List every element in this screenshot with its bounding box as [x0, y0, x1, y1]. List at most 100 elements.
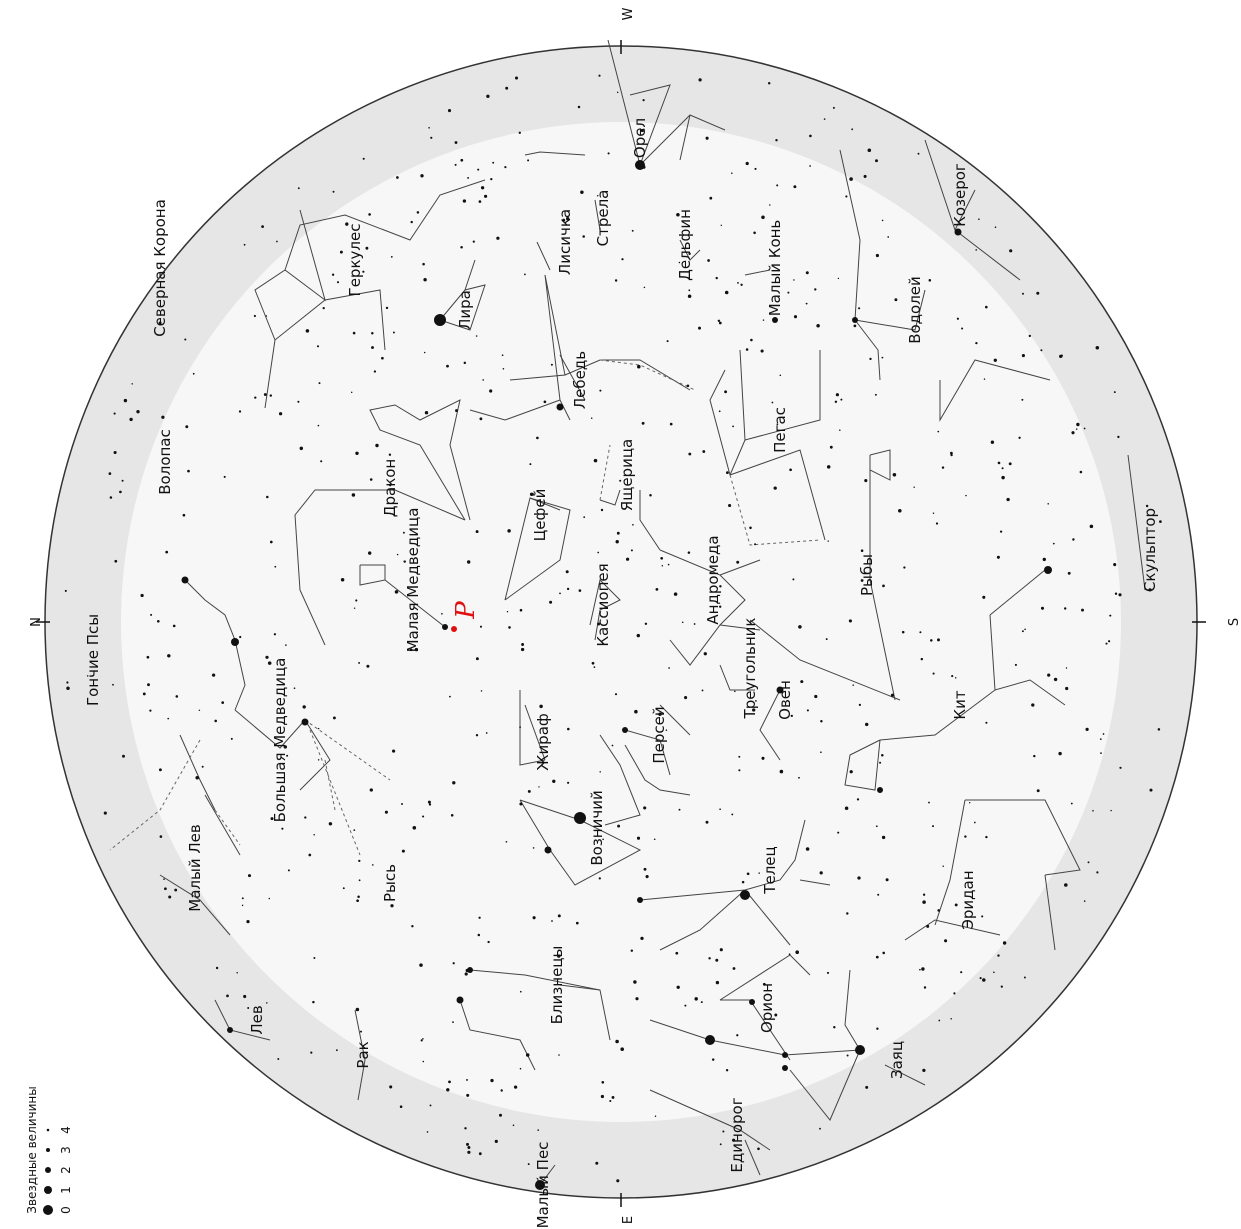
- faint-star: [1113, 391, 1116, 394]
- constellation-line: [529, 497, 561, 511]
- faint-star: [938, 1019, 941, 1022]
- faint-star: [793, 279, 795, 281]
- faint-star: [358, 859, 361, 863]
- faint-star: [241, 904, 244, 907]
- faint-star: [1113, 563, 1117, 567]
- faint-star: [615, 1039, 619, 1044]
- faint-star: [645, 875, 649, 879]
- faint-star: [345, 222, 349, 226]
- faint-star: [147, 683, 150, 687]
- faint-star: [527, 159, 530, 162]
- faint-star: [396, 553, 399, 556]
- faint-star: [119, 490, 122, 494]
- faint-star: [355, 1007, 360, 1012]
- faint-star: [860, 549, 864, 552]
- faint-star: [636, 633, 640, 638]
- faint-star: [823, 118, 826, 120]
- faint-star: [769, 204, 771, 206]
- faint-star: [932, 672, 935, 675]
- faint-star: [816, 324, 820, 328]
- faint-star: [826, 971, 830, 974]
- faint-star: [1096, 871, 1099, 874]
- bright-star: [434, 314, 446, 326]
- faint-star: [1001, 475, 1005, 480]
- faint-star: [394, 590, 399, 594]
- faint-star: [892, 473, 897, 477]
- faint-star: [951, 675, 954, 678]
- faint-star: [754, 167, 757, 170]
- faint-star: [428, 803, 432, 806]
- faint-star: [1105, 642, 1108, 645]
- faint-star: [353, 607, 356, 609]
- faint-star: [882, 584, 885, 588]
- constellation-label: Стрела: [594, 190, 612, 247]
- legend-mag-0: 0: [59, 1206, 73, 1214]
- faint-star: [800, 680, 804, 684]
- bright-star: [782, 1065, 788, 1071]
- faint-star: [519, 802, 523, 806]
- faint-star: [168, 895, 172, 899]
- faint-star: [688, 289, 691, 292]
- constellation-border: [309, 729, 361, 856]
- cardinal-n: N: [29, 617, 44, 627]
- faint-star: [460, 246, 463, 249]
- faint-star: [463, 361, 467, 365]
- faint-star: [192, 372, 195, 375]
- faint-star: [596, 195, 599, 197]
- faint-star: [392, 749, 396, 753]
- faint-star: [932, 512, 935, 515]
- faint-star: [687, 551, 691, 554]
- faint-star: [1070, 802, 1073, 805]
- faint-star: [700, 1001, 703, 1004]
- faint-star: [368, 213, 371, 216]
- faint-star: [504, 166, 507, 169]
- faint-star: [864, 479, 868, 483]
- faint-star: [631, 229, 634, 232]
- faint-star: [732, 1138, 736, 1142]
- faint-star: [653, 838, 656, 841]
- faint-star: [496, 236, 500, 240]
- faint-star: [355, 599, 358, 602]
- faint-star: [851, 128, 854, 131]
- faint-star: [401, 849, 405, 853]
- bright-star: [749, 999, 755, 1005]
- constellation-label: Орион: [758, 983, 776, 1033]
- faint-star: [362, 157, 365, 160]
- faint-star: [369, 478, 373, 481]
- faint-star: [499, 1113, 502, 1117]
- faint-star: [86, 675, 89, 677]
- faint-star: [635, 997, 639, 1001]
- faint-star: [566, 217, 570, 221]
- faint-star: [336, 1049, 338, 1052]
- faint-star: [112, 683, 114, 686]
- faint-star: [858, 307, 861, 310]
- faint-star: [717, 319, 721, 323]
- constellation-line: [594, 199, 601, 231]
- faint-star: [184, 338, 187, 341]
- faint-star: [422, 1038, 424, 1040]
- faint-star: [164, 887, 167, 891]
- bright-star: [776, 686, 784, 694]
- faint-star: [832, 106, 835, 109]
- faint-star: [304, 816, 307, 819]
- faint-star: [352, 331, 356, 335]
- faint-star: [719, 808, 721, 811]
- faint-star: [609, 1099, 612, 1103]
- faint-star: [336, 281, 340, 284]
- faint-star: [932, 825, 934, 828]
- faint-star: [409, 648, 413, 652]
- faint-star: [922, 893, 926, 896]
- faint-star: [600, 1094, 605, 1099]
- faint-star: [845, 195, 848, 198]
- faint-star: [214, 719, 217, 723]
- faint-star: [708, 957, 711, 960]
- faint-star: [358, 879, 361, 882]
- pole-marker: [451, 626, 457, 632]
- constellation-label: Лев: [248, 1005, 266, 1034]
- faint-star: [1002, 941, 1007, 945]
- faint-star: [524, 273, 526, 276]
- constellation-line: [599, 489, 621, 506]
- faint-star: [848, 619, 852, 623]
- faint-star: [441, 612, 443, 615]
- faint-star: [513, 1085, 518, 1089]
